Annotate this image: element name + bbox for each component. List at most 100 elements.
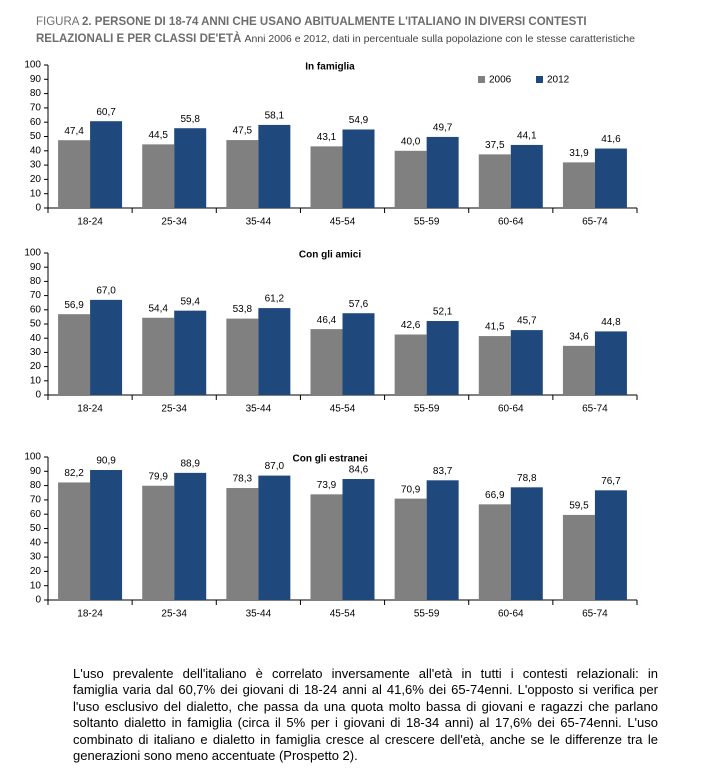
value-label: 44,5 xyxy=(148,130,168,141)
figure-label: FIGURA xyxy=(36,16,79,28)
bar xyxy=(90,299,123,395)
value-label: 84,6 xyxy=(349,465,369,476)
y-tick-label: 100 xyxy=(24,60,41,71)
y-tick-label: 20 xyxy=(30,566,42,577)
bar xyxy=(394,334,427,395)
value-label: 60,7 xyxy=(96,107,116,118)
y-tick-label: 90 xyxy=(30,466,42,477)
y-tick-label: 20 xyxy=(30,174,42,185)
figure-subtitle: Anni 2006 e 2012, dati in percentuale su… xyxy=(244,33,635,45)
bar xyxy=(594,331,627,395)
x-tick-label: 18-24 xyxy=(77,217,103,228)
bar xyxy=(394,498,427,600)
value-label: 88,9 xyxy=(180,459,200,470)
value-label: 82,2 xyxy=(64,468,84,479)
bar xyxy=(510,144,543,208)
bar xyxy=(174,472,207,600)
value-label: 40,0 xyxy=(401,136,421,147)
figure-header: FIGURA 2. PERSONE DI 18-74 ANNI CHE USAN… xyxy=(36,14,666,48)
y-tick-label: 60 xyxy=(30,117,42,128)
bar xyxy=(342,129,375,208)
x-tick-label: 25-34 xyxy=(161,217,187,228)
paragraph-line: famiglia varia dal 60,7% dei giovani di … xyxy=(73,682,658,698)
paragraph-line: combinato di italiano e dialetto in fami… xyxy=(73,731,658,747)
y-tick-label: 10 xyxy=(30,580,42,591)
bar xyxy=(310,146,343,208)
value-label: 73,9 xyxy=(317,480,337,491)
bar xyxy=(258,475,291,600)
y-tick-label: 10 xyxy=(30,188,42,199)
value-label: 45,7 xyxy=(517,316,537,327)
paragraph: L'uso prevalente dell'italiano è correla… xyxy=(73,666,658,764)
x-tick-label: 55-59 xyxy=(414,609,440,620)
bar xyxy=(142,144,175,208)
y-tick-label: 0 xyxy=(35,595,41,606)
value-label: 79,9 xyxy=(148,471,168,482)
value-label: 70,9 xyxy=(401,484,421,495)
value-label: 42,6 xyxy=(401,320,421,331)
bar xyxy=(174,128,207,208)
y-tick-label: 70 xyxy=(30,103,42,114)
paragraph-line: generazioni sono meno accentuate (Prospe… xyxy=(73,748,358,764)
value-label: 47,5 xyxy=(233,126,253,137)
y-tick-label: 60 xyxy=(30,509,42,520)
bar xyxy=(58,314,91,395)
x-tick-label: 45-54 xyxy=(330,404,356,415)
y-tick-label: 50 xyxy=(30,131,42,142)
y-tick-label: 70 xyxy=(30,495,42,506)
bar xyxy=(510,330,543,395)
x-tick-label: 45-54 xyxy=(330,217,356,228)
value-label: 44,1 xyxy=(517,131,537,142)
paragraph-line: L'uso prevalente dell'italiano è correla… xyxy=(73,666,658,681)
y-tick-label: 50 xyxy=(30,319,42,330)
bar xyxy=(226,488,259,600)
y-tick-label: 70 xyxy=(30,290,42,301)
bar xyxy=(258,308,291,395)
y-tick-label: 0 xyxy=(35,203,41,214)
y-tick-label: 30 xyxy=(30,552,42,563)
value-label: 54,9 xyxy=(349,115,369,126)
value-label: 43,1 xyxy=(317,132,337,143)
x-tick-label: 18-24 xyxy=(77,609,103,620)
value-label: 67,0 xyxy=(96,286,116,297)
y-tick-label: 40 xyxy=(30,537,42,548)
bar xyxy=(226,318,259,395)
bar xyxy=(174,310,207,395)
value-label: 49,7 xyxy=(433,123,453,134)
figure-title: 2. PERSONE DI 18-74 ANNI CHE USANO ABITU… xyxy=(36,16,587,45)
y-tick-label: 30 xyxy=(30,160,42,171)
value-label: 78,3 xyxy=(233,474,253,485)
bar xyxy=(90,121,123,208)
x-tick-label: 65-74 xyxy=(582,217,608,228)
bar xyxy=(90,470,123,600)
x-tick-label: 60-64 xyxy=(498,609,524,620)
value-label: 57,6 xyxy=(349,299,369,310)
value-label: 55,8 xyxy=(180,114,200,125)
bar xyxy=(310,494,343,600)
value-label: 83,7 xyxy=(433,466,453,477)
x-tick-label: 55-59 xyxy=(414,404,440,415)
value-label: 76,7 xyxy=(601,476,621,487)
bar xyxy=(142,317,175,395)
bar xyxy=(142,485,175,600)
paragraph-line: l'uso esclusivo del dialetto, che passa … xyxy=(73,698,658,714)
x-tick-label: 18-24 xyxy=(77,404,103,415)
x-tick-label: 60-64 xyxy=(498,217,524,228)
value-label: 44,8 xyxy=(601,317,621,328)
x-tick-label: 60-64 xyxy=(498,404,524,415)
chart-title: Con gli estranei xyxy=(292,454,367,465)
x-tick-label: 35-44 xyxy=(246,217,272,228)
bar xyxy=(310,329,343,395)
legend-swatch xyxy=(536,76,543,83)
bar xyxy=(342,313,375,395)
bar xyxy=(426,480,459,600)
x-tick-label: 35-44 xyxy=(246,404,272,415)
legend-label: 2006 xyxy=(489,75,512,86)
x-tick-label: 65-74 xyxy=(582,404,608,415)
value-label: 46,4 xyxy=(317,315,337,326)
y-tick-label: 0 xyxy=(35,390,41,401)
bar xyxy=(478,504,511,600)
y-tick-label: 50 xyxy=(30,523,42,534)
